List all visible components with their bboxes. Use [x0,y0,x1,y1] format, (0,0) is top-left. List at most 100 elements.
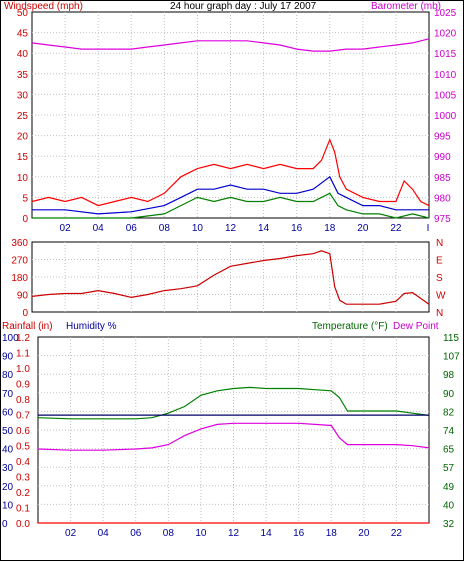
rainfall-tick-label: 0.7 [16,411,30,422]
compass-label: N [436,238,443,249]
rainfall-tick-label: 0.8 [16,395,30,406]
rainfall-tick-label: 0.5 [16,442,30,453]
x-tick-label-bottom: 04 [98,528,110,539]
x-tick-label-bottom: 02 [65,528,77,539]
barometer-tick-label: 1000 [434,111,457,122]
windspeed-tick-label: 45 [17,29,29,40]
temperature-axis-title: Temperature (°F) [312,321,388,332]
barometer-tick-label: 995 [434,132,451,143]
windspeed-tick-label: 40 [17,49,29,60]
temperature-tick-label: 57 [443,463,455,474]
x-tick-label-top: 02 [60,223,72,234]
dewpoint-axis-title: Dew Point [393,321,439,332]
humidity-tick-label: 70 [2,389,14,400]
x-tick-label-bottom: 14 [261,528,273,539]
x-tick-label-top: 12 [225,223,237,234]
compass-label: N [436,308,443,319]
humidity-tick-label: 0 [2,519,8,530]
temperature-tick-label: 65 [443,445,455,456]
rainfall-tick-label: 0.9 [16,380,30,391]
x-tick-label-top: 16 [291,223,303,234]
x-tick-label-top: 04 [93,223,105,234]
compass-label: E [436,256,443,267]
windspeed-tick-label: 30 [17,90,29,101]
humidity-tick-label: 10 [2,500,14,511]
x-tick-label-bottom: 06 [130,528,142,539]
direction-tick-label: 90 [17,291,29,302]
series-line-windspeed [31,138,430,207]
direction-tick-label: 180 [11,273,28,284]
x-tick-label-top: 10 [192,223,204,234]
x-tick-label-top: 22 [390,223,402,234]
x-tick-label-top: 06 [126,223,138,234]
rainfall-tick-label: 0.4 [16,457,30,468]
series-line-wind-average [32,175,429,215]
rainfall-tick-label: 0.2 [16,488,30,499]
graph-title: 24 hour graph day : July 17 2007 [170,1,317,12]
compass-label: S [436,273,443,284]
rainfall-tick-label: 0.3 [16,473,30,484]
series-line-temperature [37,386,430,420]
direction-tick-label: 0 [22,308,28,319]
barometer-tick-label: 985 [434,173,451,184]
x-end-label: I [427,223,430,234]
windspeed-tick-label: 15 [17,152,29,163]
humidity-tick-label: 50 [2,426,14,437]
x-tick-label-bottom: 16 [293,528,305,539]
temperature-tick-label: 115 [443,333,459,344]
direction-tick-label: 360 [11,238,28,249]
direction-tick-label: 270 [11,256,28,267]
temperature-tick-label: 90 [443,389,455,400]
temperature-tick-label: 98 [443,370,455,381]
humidity-tick-label: 40 [2,445,14,456]
temperature-tick-label: 32 [443,519,455,530]
humidity-tick-label: 30 [2,463,14,474]
barometer-tick-label: 980 [434,193,451,204]
rainfall-axis-title: Rainfall (in) [2,321,53,332]
barometer-tick-label: 1005 [434,90,457,101]
windspeed-tick-label: 20 [17,132,29,143]
humidity-tick-label: 80 [2,370,14,381]
x-tick-label-top: 08 [159,223,171,234]
temperature-tick-label: 82 [443,407,455,418]
temperature-tick-label: 40 [443,500,455,511]
x-tick-label-bottom: 20 [358,528,370,539]
x-tick-label-bottom: 08 [163,528,175,539]
barometer-tick-label: 1020 [434,29,457,40]
barometer-tick-label: 1025 [434,8,457,19]
barometer-tick-label: 975 [434,214,451,225]
humidity-axis-title: Humidity % [66,321,117,332]
rainfall-tick-label: 1.1 [16,349,30,360]
rainfall-tick-label: 1.2 [16,333,30,344]
humidity-tick-label: 20 [2,482,14,493]
rainfall-tick-label: 1.0 [16,364,30,375]
series-line-dew-point [37,422,430,451]
rainfall-tick-label: 0.6 [16,426,30,437]
x-tick-label-bottom: 22 [391,528,403,539]
series-line-wind-direction [31,250,430,305]
compass-label: W [436,291,446,302]
x-tick-label-top: 14 [258,223,270,234]
windspeed-tick-label: 10 [17,173,29,184]
humidity-tick-label: 60 [2,407,14,418]
x-tick-label-bottom: 10 [195,528,207,539]
barometer-axis-title: Barometer (mb) [371,1,442,12]
windspeed-tick-label: 25 [17,111,29,122]
x-tick-label-bottom: 12 [228,528,240,539]
temperature-tick-label: 107 [443,352,460,363]
series-line-barometer [31,38,430,52]
x-tick-label-top: 20 [357,223,369,234]
barometer-tick-label: 1015 [434,49,457,60]
humidity-tick-label: 100 [2,333,19,344]
series-line-wind-low [32,192,430,219]
x-tick-label-bottom: 18 [326,528,338,539]
windspeed-tick-label: 5 [22,193,28,204]
barometer-tick-label: 990 [434,152,451,163]
x-tick-label-top: 18 [324,223,336,234]
windspeed-tick-label: 50 [17,8,29,19]
temperature-tick-label: 49 [443,482,455,493]
barometer-tick-label: 1010 [434,70,457,81]
